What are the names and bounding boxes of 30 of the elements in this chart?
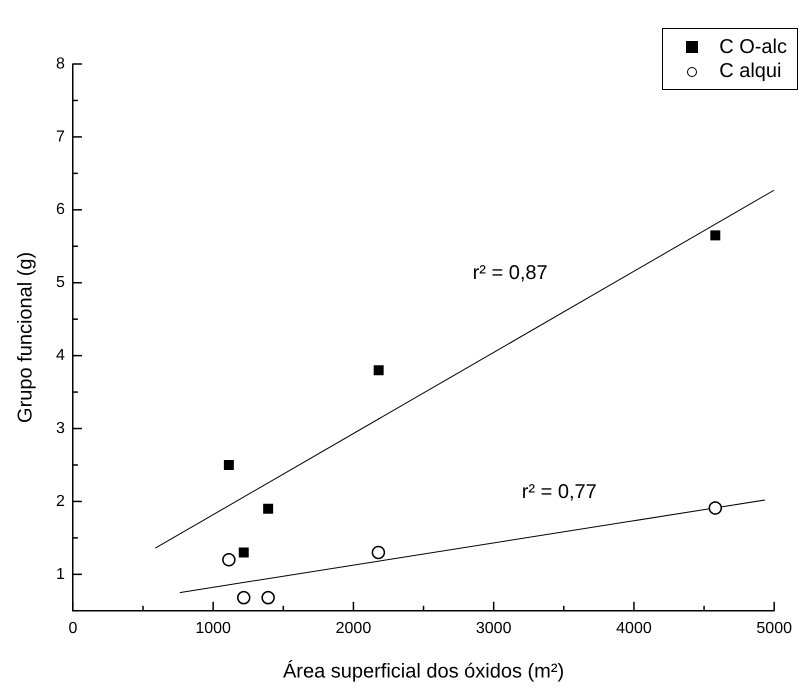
point (222, 553, 236, 567)
x-tick-label: 3000 (476, 620, 512, 637)
x-axis-title: Área superficial dos óxidos (m²) (282, 660, 564, 683)
x-tick-label: 0 (68, 620, 78, 637)
y-tick-label: 4 (56, 347, 65, 364)
point (263, 504, 274, 514)
point (374, 365, 384, 376)
point (261, 590, 275, 604)
point (224, 460, 234, 470)
x-tick-label: 1000 (195, 620, 232, 637)
annotation: r² = 0,87 (472, 262, 548, 284)
annotation: r² = 0,77 (522, 480, 597, 503)
point (708, 501, 722, 515)
y-tick-label: 6 (56, 201, 65, 218)
x-tick-label: 5000 (756, 620, 792, 637)
y-tick-label: 8 (56, 55, 65, 72)
legend-label: C O-alc (719, 36, 787, 58)
y-axis-title: Grupo funcional (g) (14, 252, 37, 423)
y-tick-label: 1 (56, 566, 65, 583)
x-tick-label: 2000 (336, 620, 372, 637)
y-tick-label: 7 (56, 128, 65, 146)
point (238, 547, 249, 558)
x-tick-label: 4000 (616, 620, 652, 637)
legend-label: C alqui (719, 60, 782, 82)
point (372, 546, 386, 560)
y-tick-label: 5 (56, 274, 65, 292)
y-tick-label: 3 (56, 420, 65, 437)
point (236, 590, 250, 604)
point (710, 230, 720, 240)
y-tick-label: 2 (56, 492, 65, 510)
